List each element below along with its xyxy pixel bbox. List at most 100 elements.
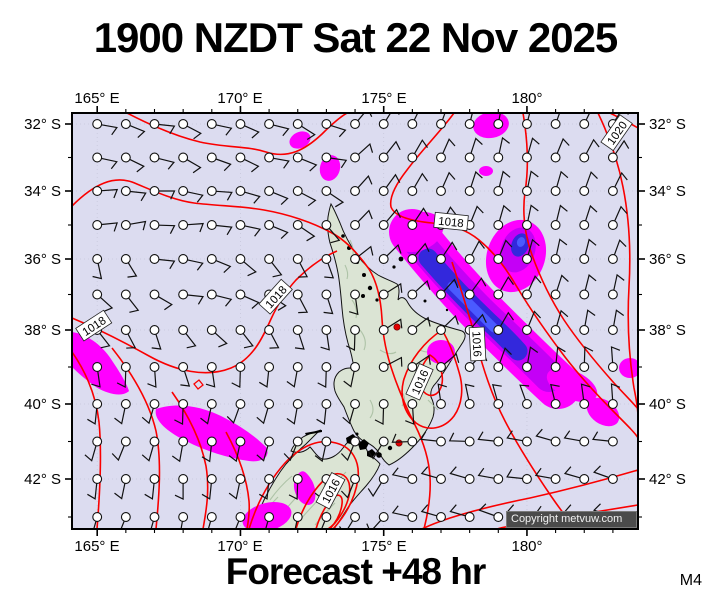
wind-barb <box>92 289 114 312</box>
wind-barb <box>92 254 103 280</box>
wind-barb <box>493 136 510 163</box>
wind-barb <box>579 274 597 300</box>
wind-barb <box>87 399 103 425</box>
wind-barb <box>286 399 303 425</box>
wind-barb <box>506 430 532 447</box>
rain-area <box>289 131 311 149</box>
isobar-label: 1018 <box>433 211 469 232</box>
wind-barb <box>321 289 334 315</box>
wind-barb <box>206 512 217 529</box>
coast-detail <box>305 234 449 458</box>
wind-barb <box>235 186 261 204</box>
wind-barb <box>464 383 475 409</box>
wind-barb <box>550 137 570 163</box>
wind-barb <box>201 474 217 500</box>
wind-barb <box>258 362 275 388</box>
wind-barb <box>607 205 628 230</box>
page-title: 1900 NZDT Sat 22 Nov 2025 <box>93 14 619 61</box>
wind-barb <box>206 220 233 236</box>
wind-barb <box>321 254 335 279</box>
rain-area <box>619 358 638 378</box>
wind-barb <box>206 186 233 201</box>
wind-barb <box>420 504 446 522</box>
lon-label-top: 170° E <box>217 90 262 107</box>
wind-barb <box>264 512 275 529</box>
isobar-line <box>171 391 209 529</box>
isobar-line <box>315 494 343 529</box>
wind-barb <box>521 113 532 129</box>
wind-barb <box>292 325 305 350</box>
wind-barb <box>235 325 254 349</box>
wind-barb <box>378 282 403 300</box>
wind-barb <box>350 174 373 196</box>
wind-barb <box>521 346 539 372</box>
wind-barb <box>256 436 275 462</box>
wind-barb <box>436 353 460 372</box>
wind-barb <box>464 113 475 129</box>
wind-barb <box>579 138 600 163</box>
axis-ticks <box>65 106 645 536</box>
coastline <box>327 202 466 466</box>
wind-barb <box>120 289 140 313</box>
wind-barb <box>436 315 459 335</box>
wind-barb <box>579 238 597 264</box>
wind-barb <box>206 289 233 307</box>
wind-barb <box>149 325 162 350</box>
wind-barb <box>120 220 147 231</box>
wind-barb <box>314 436 332 463</box>
lon-label-bottom: 170° E <box>217 538 262 555</box>
wind-barb <box>521 170 539 196</box>
wind-barb <box>607 171 628 196</box>
wind-barb <box>178 254 204 271</box>
isobar-line <box>389 113 638 439</box>
wind-barb <box>149 512 160 529</box>
wind-barb <box>607 139 630 163</box>
wind-barb <box>312 512 332 529</box>
wind-barb <box>235 254 257 277</box>
wind-barb <box>264 152 290 169</box>
wind-barb <box>228 436 246 463</box>
wind-barb <box>343 362 360 388</box>
wind-barb <box>550 309 569 335</box>
wind-barb <box>231 362 246 388</box>
wind-barb <box>292 220 316 242</box>
wind-barb <box>607 273 625 300</box>
wind-barb <box>264 325 280 349</box>
isobar-line <box>401 328 463 429</box>
location-marker <box>395 439 403 447</box>
wind-barb <box>292 152 318 172</box>
wind-barb <box>378 318 403 335</box>
wind-barb <box>579 171 598 196</box>
lon-label-top: 165° E <box>74 90 119 107</box>
wind-barb <box>378 113 400 129</box>
wind-barb <box>448 432 475 447</box>
lat-label-right: 34° S <box>649 183 686 200</box>
wind-barb <box>256 399 275 425</box>
isobar-line <box>597 113 638 418</box>
wind-barb <box>235 152 260 173</box>
wind-barb <box>321 119 347 138</box>
wind-barb <box>92 512 103 529</box>
wind-barb <box>407 207 429 230</box>
wind-barb <box>342 399 360 425</box>
wind-barb <box>149 119 176 135</box>
wind-barb <box>407 316 431 335</box>
wind-barb <box>535 428 561 447</box>
forecast-hour-label: Forecast +48 hr <box>225 551 487 592</box>
wind-barb <box>407 280 431 300</box>
island-speck <box>445 308 449 312</box>
axis-labels: 165° E 170° E 175° E 180° 165° E 170° E 175° E… <box>24 90 686 555</box>
wind-barb <box>92 186 119 199</box>
wind-barb <box>264 254 283 278</box>
wind-barb <box>407 139 428 163</box>
wind-barb <box>436 113 446 129</box>
lat-label-right: 42° S <box>649 471 686 488</box>
wind-barb <box>114 399 131 425</box>
wind-barb <box>149 254 176 270</box>
lon-label-bottom: 180° <box>511 538 542 555</box>
wind-barb <box>201 436 217 463</box>
wind-barb <box>493 311 514 335</box>
wind-barb <box>228 474 246 500</box>
wind-barb <box>607 309 625 335</box>
isobar-line <box>72 179 431 529</box>
